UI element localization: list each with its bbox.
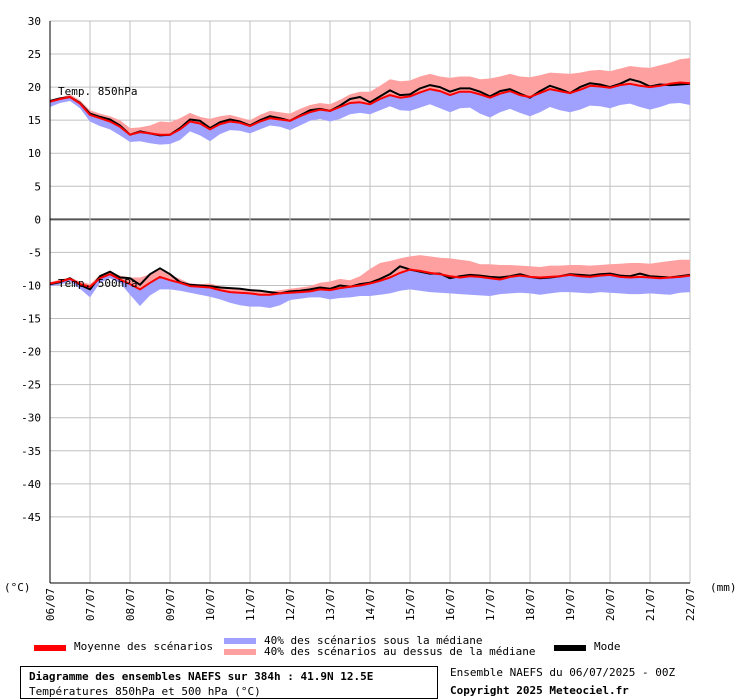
info-box: Diagramme des ensembles NAEFS sur 384h :… (20, 666, 438, 699)
y-tick-label: -10 (21, 279, 41, 292)
y-tick-label: 0 (34, 213, 41, 226)
x-tick-label: 06/07 (44, 588, 57, 621)
y-tick-label: 25 (28, 48, 41, 61)
legend-above-label: 40% des scénarios au dessus de la médian… (264, 645, 536, 658)
legend-mean-swatch (34, 645, 66, 651)
lines (49, 78, 691, 296)
chart-title: Diagramme des ensembles NAEFS sur 384h :… (29, 670, 374, 683)
x-unit-label: (mm) (710, 581, 737, 594)
band-above-median-850 (50, 58, 690, 135)
x-tick-label: 16/07 (444, 588, 457, 621)
mean-line-850 (49, 81, 691, 136)
series-label-850: Temp. 850hPa (58, 85, 137, 98)
x-tick-label: 17/07 (484, 588, 497, 621)
y-tick-label: 30 (28, 15, 41, 28)
x-tick-label: 21/07 (644, 588, 657, 621)
y-tick-label: 15 (28, 114, 41, 127)
x-tick-label: 07/07 (84, 588, 97, 621)
y-tick-label: 20 (28, 81, 41, 94)
x-tick-label: 18/07 (524, 588, 537, 621)
x-tick-label: 22/07 (684, 588, 697, 621)
y-tick-label: -15 (21, 313, 41, 326)
y-tick-label: -20 (21, 346, 41, 359)
band-above-median-500 (50, 255, 690, 295)
x-tick-label: 14/07 (364, 588, 377, 621)
chart-subtitle: Températures 850hPa et 500 hPa (°C) (29, 685, 261, 698)
y-tick-label: -5 (28, 246, 41, 259)
legend-above-swatch (224, 649, 256, 655)
x-tick-label: 20/07 (604, 588, 617, 621)
legend-mode-swatch (554, 645, 586, 651)
y-tick-label: -30 (21, 412, 41, 425)
x-tick-label: 09/07 (164, 588, 177, 621)
y-tick-label: -25 (21, 379, 41, 392)
x-tick-label: 11/07 (244, 588, 257, 621)
x-tick-label: 12/07 (284, 588, 297, 621)
y-tick-label: -45 (21, 511, 41, 524)
legend-mean-label: Moyenne des scénarios (74, 640, 214, 653)
chart: 30 25 20 15 10 5 0 -5 -10 -15 -20 -25 -30 -35 -40 -45 06… (4, 15, 737, 622)
x-tick-label: 15/07 (404, 588, 417, 621)
y-tick-label: -35 (21, 445, 41, 458)
legend-below-label: 40% des scénarios sous la médiane (264, 634, 483, 647)
y-tick-label: 10 (28, 147, 41, 160)
axes: 30 25 20 15 10 5 0 -5 -10 -15 -20 -25 -30 -35 -40 -45 06… (21, 15, 697, 621)
x-tick-label: 10/07 (204, 588, 217, 621)
x-tick-label: 19/07 (564, 588, 577, 621)
legend-below-swatch (224, 638, 256, 644)
run-info: Ensemble NAEFS du 06/07/2025 - 00Z (450, 666, 676, 679)
band-below-median-500 (50, 269, 690, 308)
y-tick-label: -40 (21, 478, 41, 491)
x-tick-label: 13/07 (324, 588, 337, 621)
series-label-500: Temp. 500hPa (58, 277, 137, 290)
y-unit-label: (°C) (4, 581, 31, 594)
mean-line-500 (49, 268, 691, 296)
copyright: Copyright 2025 Meteociel.fr (450, 684, 629, 697)
x-tick-label: 08/07 (124, 588, 137, 621)
legend-mode-label: Mode (594, 640, 621, 653)
y-tick-label: 5 (34, 180, 41, 193)
